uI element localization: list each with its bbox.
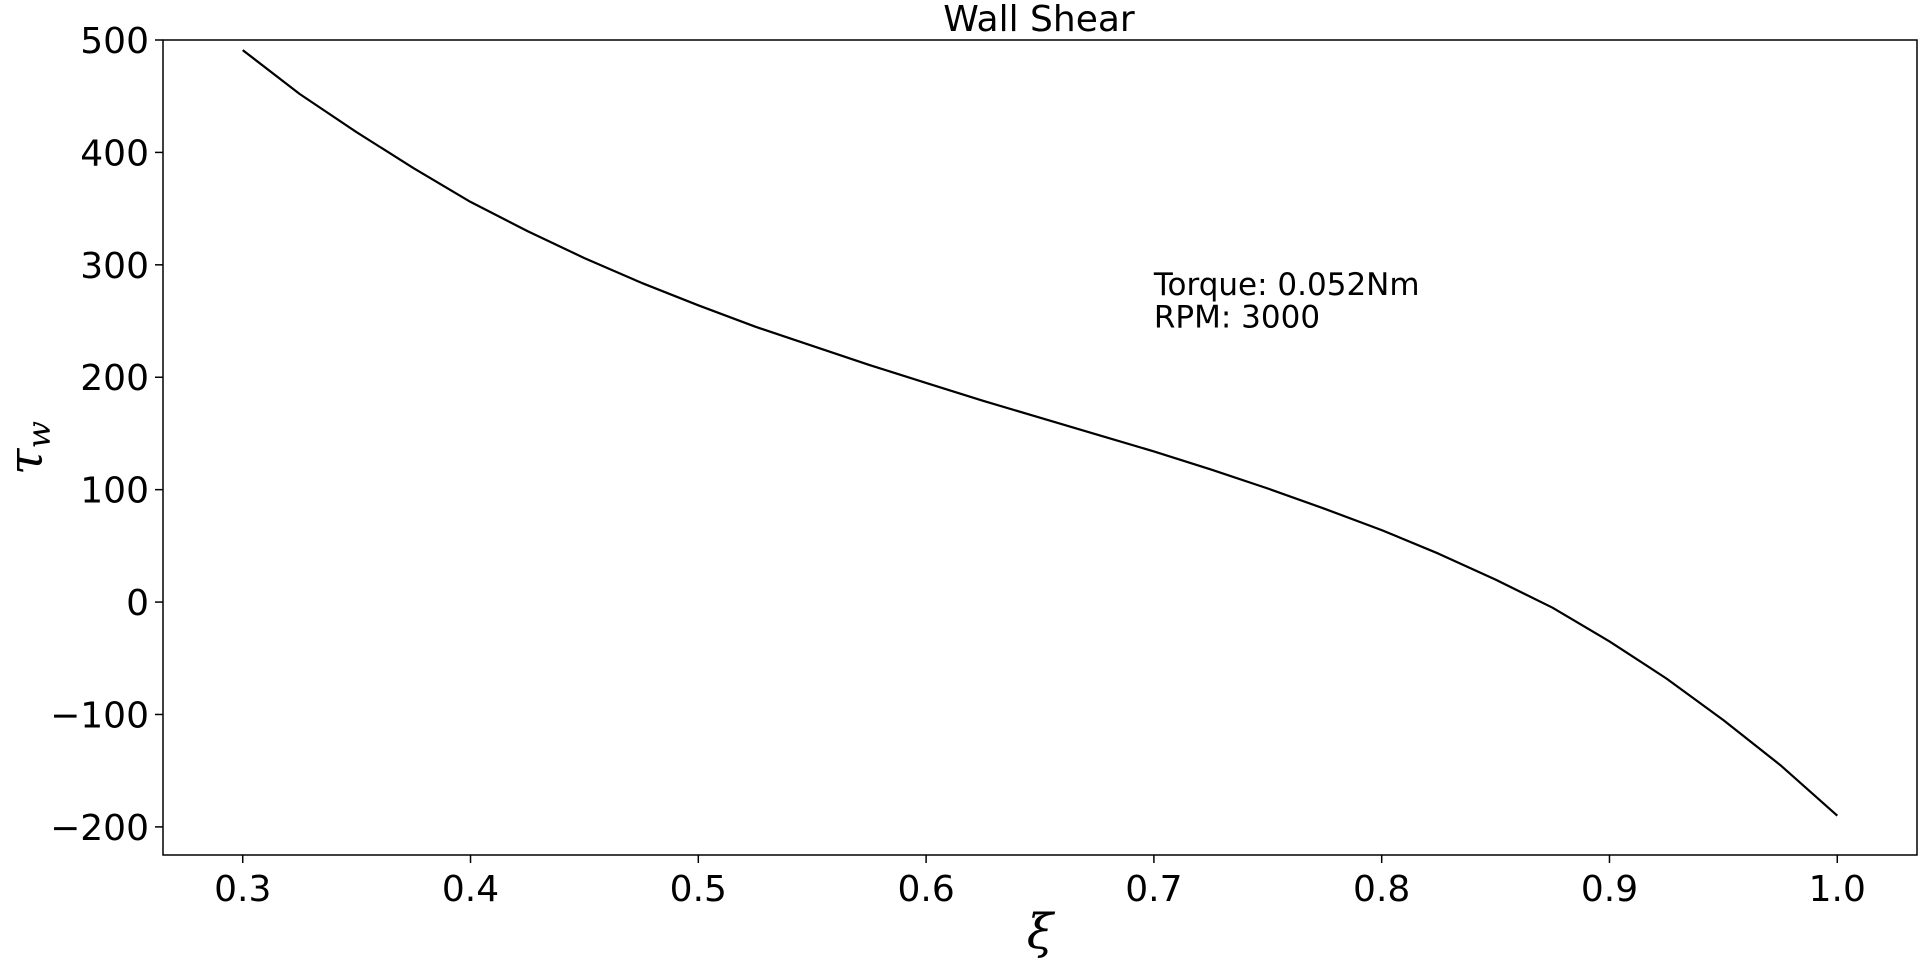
x-tick-label: 0.4 — [442, 869, 499, 910]
x-tick-label: 1.0 — [1809, 869, 1866, 910]
y-tick-label: 0 — [126, 583, 149, 624]
x-tick-label: 0.6 — [897, 869, 954, 910]
x-tick-label: 0.7 — [1125, 869, 1182, 910]
plot-area — [162, 39, 1918, 856]
y-tick-label: 200 — [80, 358, 149, 399]
y-tick-label: −100 — [50, 695, 149, 736]
x-tick-label: 0.9 — [1581, 869, 1638, 910]
series-layer — [242, 49, 1839, 817]
y-axis-ticks: 500 400 300 200 100 0 −100 −200 — [50, 21, 163, 849]
chart-title: Wall Shear — [943, 0, 1135, 40]
y-tick-label: 400 — [80, 133, 149, 174]
y-axis-label-symbol: τ — [0, 447, 54, 475]
annotation-text: RPM: 3000 — [1154, 300, 1320, 336]
y-tick-label: 100 — [80, 471, 149, 512]
x-axis-ticks: 0.3 0.4 0.5 0.6 0.7 0.8 0.9 1.0 — [214, 855, 1866, 910]
annotation-text: Torque: 0.052Nm — [1153, 267, 1420, 303]
svg-text:τw: τw — [0, 421, 58, 475]
y-tick-label: 500 — [80, 21, 149, 62]
y-axis-label: τw — [0, 421, 58, 475]
x-axis-label: ξ — [1027, 904, 1056, 960]
series-line — [242, 49, 1839, 817]
x-tick-label: 0.5 — [670, 869, 727, 910]
x-tick-label: 0.8 — [1353, 869, 1410, 910]
y-axis-label-subscript: w — [20, 421, 58, 448]
axes-frame — [162, 39, 1918, 856]
x-tick-label: 0.3 — [214, 869, 271, 910]
y-tick-label: 300 — [80, 246, 149, 287]
y-tick-label: −200 — [50, 808, 149, 849]
